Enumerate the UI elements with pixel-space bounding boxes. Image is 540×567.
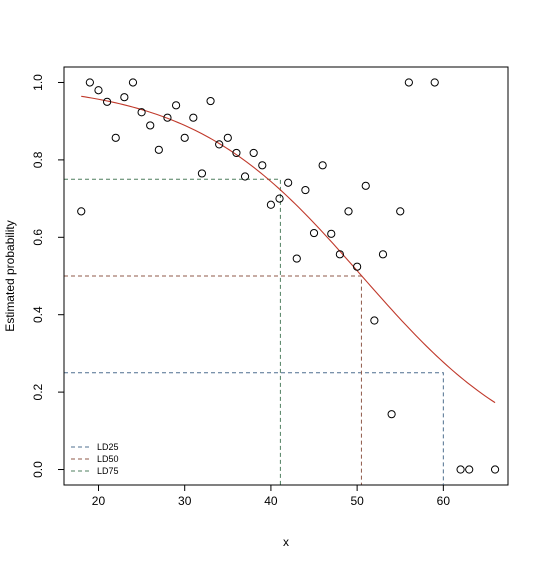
data-point (137, 108, 146, 117)
data-point (154, 145, 163, 154)
data-point (206, 96, 215, 106)
data-point (111, 133, 120, 142)
x-tick-label: 40 (264, 494, 278, 508)
y-tick-label: 0.8 (31, 151, 45, 168)
data-point (284, 178, 293, 187)
ref-line-ld25 (64, 372, 444, 485)
data-point (361, 181, 370, 190)
data-point (465, 465, 474, 474)
data-point (146, 121, 155, 130)
x-tick-label: 50 (350, 494, 364, 508)
x-axis: 20 30 40 50 60 (92, 484, 451, 508)
data-point (327, 229, 336, 238)
data-point (266, 200, 276, 209)
data-point (171, 101, 181, 110)
y-tick-label: 0.6 (31, 229, 45, 246)
data-point (378, 250, 388, 259)
fitted-logistic-curve (81, 95, 496, 404)
x-tick-label: 20 (92, 494, 106, 508)
data-point (430, 78, 439, 87)
data-point (309, 228, 319, 238)
y-tick-label: 1.0 (31, 74, 45, 91)
data-point (301, 185, 310, 195)
ref-line-ld75 (64, 178, 281, 485)
data-point (344, 207, 353, 216)
data-point (258, 161, 267, 170)
data-point (335, 250, 344, 259)
data-point (215, 140, 224, 149)
data-point (94, 86, 103, 95)
y-tick-label: 0.4 (31, 306, 45, 323)
x-tick-label: 30 (178, 494, 192, 508)
data-point (387, 410, 396, 419)
legend: LD25 LD50 LD75 (71, 442, 119, 476)
data-point (163, 113, 172, 122)
data-point (180, 133, 189, 142)
data-point (292, 254, 301, 263)
y-axis-title: Estimated probability (3, 220, 17, 331)
data-point (120, 93, 129, 102)
data-points (77, 78, 500, 474)
data-point (456, 465, 465, 474)
data-point (85, 78, 94, 87)
data-point (275, 194, 284, 203)
data-point (404, 78, 413, 87)
legend-label-ld75: LD75 (97, 466, 119, 476)
data-point (353, 262, 362, 271)
x-axis-title: x (283, 535, 289, 549)
legend-label-ld50: LD50 (97, 454, 119, 464)
y-axis: 0.0 0.2 0.4 0.6 0.8 1.0 (31, 74, 65, 478)
data-point (189, 113, 198, 122)
data-point (318, 161, 327, 170)
data-point (396, 207, 405, 216)
data-point (232, 148, 241, 158)
data-point (128, 78, 138, 87)
ld-reference-lines (64, 178, 444, 485)
data-point (240, 172, 250, 181)
data-point (103, 97, 112, 106)
data-point (249, 148, 258, 158)
data-point (490, 465, 500, 474)
data-point (370, 316, 379, 325)
x-tick-label: 60 (437, 494, 451, 508)
data-point (77, 207, 86, 216)
legend-label-ld25: LD25 (97, 442, 119, 452)
data-point (197, 169, 207, 178)
data-point (223, 133, 232, 142)
y-tick-label: 0.2 (31, 383, 45, 400)
y-tick-label: 0.0 (31, 461, 45, 478)
